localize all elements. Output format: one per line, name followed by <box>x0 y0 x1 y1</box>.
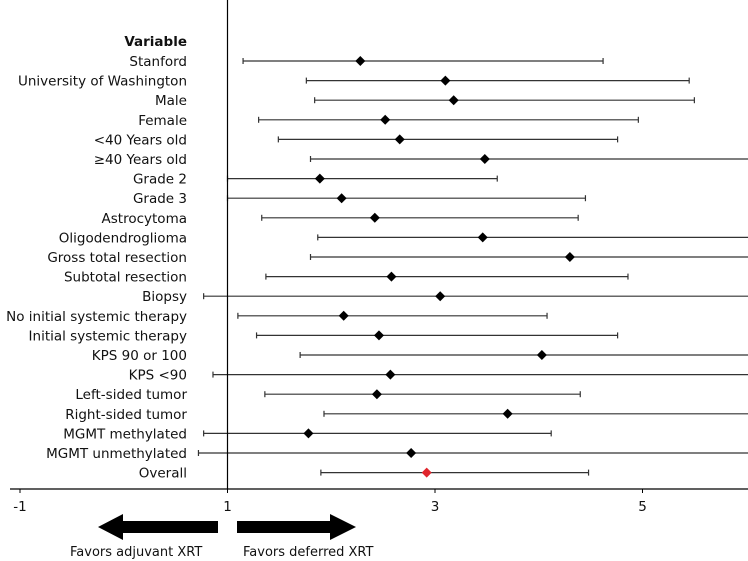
rows-group: Stanford University of Washington Male Fema… <box>6 54 748 482</box>
estimate-marker <box>536 350 547 360</box>
row-label: <40 Years old <box>94 132 187 148</box>
row-label: Initial systemic therapy <box>29 328 187 344</box>
estimate-marker <box>477 232 488 243</box>
row-label: Stanford <box>129 54 187 70</box>
estimate-marker <box>355 56 366 66</box>
forest-row: Left-sided tumor <box>75 387 581 403</box>
x-tick-label: -1 <box>13 499 26 515</box>
row-label: University of Washington <box>18 74 187 90</box>
estimate-marker <box>373 330 384 341</box>
forest-row: Biopsy <box>142 289 748 305</box>
forest-row: MGMT unmethylated <box>46 446 748 462</box>
row-label: Oligodendroglioma <box>59 230 187 246</box>
forest-row: KPS 90 or 100 <box>92 348 748 364</box>
forest-row: Female <box>138 113 639 129</box>
forest-row: Gross total resection <box>47 250 748 266</box>
row-label: Grade 3 <box>133 191 187 207</box>
row-label: Left-sided tumor <box>75 387 187 403</box>
row-label: Biopsy <box>142 289 187 305</box>
forest-row: MGMT methylated <box>63 426 552 442</box>
forest-row: Male <box>155 93 695 109</box>
estimate-marker <box>336 193 347 204</box>
row-label: MGMT methylated <box>63 426 187 442</box>
row-label: Astrocytoma <box>102 211 187 227</box>
forest-row: Grade 3 <box>133 191 587 207</box>
estimate-marker <box>338 310 349 321</box>
estimate-marker <box>385 369 396 380</box>
estimate-marker <box>440 75 451 86</box>
forest-row: KPS <90 <box>129 368 748 384</box>
estimate-marker <box>448 95 459 106</box>
forest-row: Stanford <box>129 54 604 70</box>
row-label: MGMT unmethylated <box>46 446 187 462</box>
estimate-marker <box>406 448 417 458</box>
forest-row: Astrocytoma <box>102 211 579 227</box>
estimate-marker <box>479 154 490 164</box>
row-label: Grade 2 <box>133 172 187 188</box>
variable-header: Variable <box>124 34 187 50</box>
estimate-marker <box>371 389 382 400</box>
x-tick-label: 3 <box>431 499 440 515</box>
favors-adjuvant-label: Favors adjuvant XRT <box>70 545 202 560</box>
x-ticks-group: -1 1 3 5 <box>13 489 647 515</box>
row-label: Right-sided tumor <box>65 407 187 423</box>
row-label: KPS <90 <box>129 368 187 384</box>
forest-row: Overall <box>139 466 590 482</box>
forest-row: Oligodendroglioma <box>59 230 748 246</box>
row-label: Subtotal resection <box>64 270 187 286</box>
x-tick-label: 1 <box>223 499 232 515</box>
forest-row: Subtotal resection <box>64 270 629 286</box>
estimate-marker <box>314 173 325 184</box>
estimate-marker <box>303 428 314 439</box>
estimate-marker <box>564 252 575 262</box>
forest-row: Right-sided tumor <box>65 407 748 423</box>
forest-row: Initial systemic therapy <box>29 328 619 344</box>
favors-adjuvant-arrow <box>98 514 218 540</box>
row-label: Overall <box>139 466 187 482</box>
row-label: No initial systemic therapy <box>6 309 187 325</box>
overall-marker <box>421 467 432 478</box>
row-label: Female <box>138 113 187 129</box>
forest-row: ≥40 Years old <box>94 152 748 168</box>
favors-deferred-arrow <box>237 514 356 540</box>
estimate-marker <box>394 134 405 145</box>
row-label: ≥40 Years old <box>94 152 187 168</box>
row-label: Gross total resection <box>47 250 187 266</box>
forest-row: No initial systemic therapy <box>6 309 548 325</box>
x-tick-label: 5 <box>638 499 647 515</box>
estimate-marker <box>386 271 397 282</box>
estimate-marker <box>435 291 446 302</box>
estimate-marker <box>369 212 380 223</box>
forest-row: <40 Years old <box>94 132 619 148</box>
row-label: KPS 90 or 100 <box>92 348 187 364</box>
favors-deferred-label: Favors deferred XRT <box>243 545 374 560</box>
forest-row: University of Washington <box>18 74 690 90</box>
estimate-marker <box>502 408 513 419</box>
forest-row: Grade 2 <box>133 172 498 188</box>
row-label: Male <box>155 93 187 109</box>
estimate-marker <box>380 114 391 125</box>
